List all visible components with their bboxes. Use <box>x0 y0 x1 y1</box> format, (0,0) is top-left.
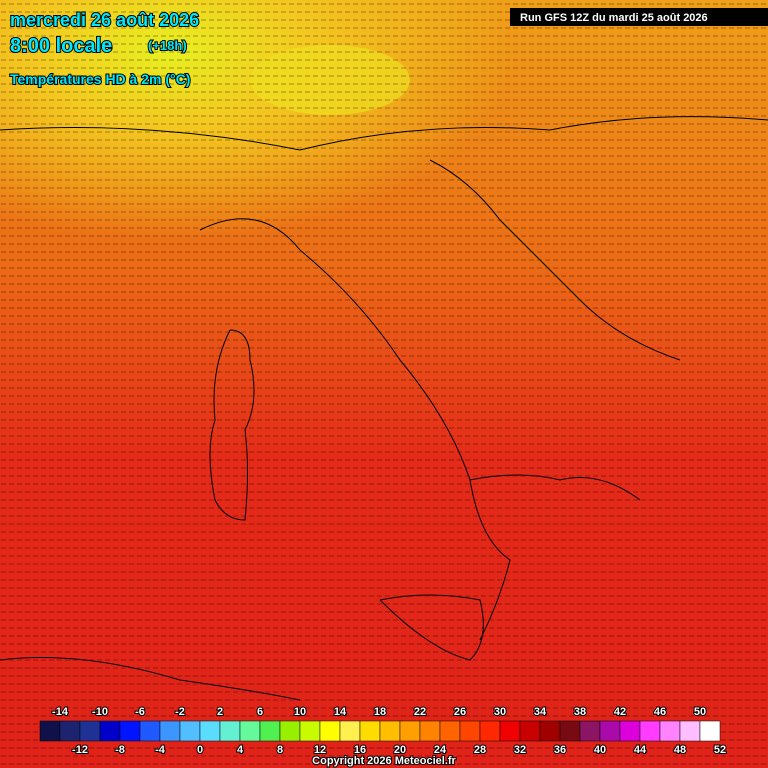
scale-box <box>439 720 461 742</box>
scale-box <box>539 720 561 742</box>
color-scale: -14 -10 -6 -2 2 6 10 14 18 22 26 30 34 38 42 46 50-12 -8-… <box>39 705 727 757</box>
scale-box <box>239 720 261 742</box>
field-name: Températures HD à 2m (°C) <box>10 71 190 87</box>
scale-box <box>599 720 621 742</box>
coastlines <box>0 116 768 701</box>
scale-box <box>219 720 241 742</box>
scale-label: -6 <box>135 706 145 718</box>
scale-box <box>619 720 641 742</box>
scale-label: 8 <box>277 744 283 756</box>
scale-label: 20 <box>394 744 406 756</box>
scale-label: 34 <box>534 706 547 718</box>
scale-label: 16 <box>354 744 366 756</box>
scale-box <box>259 720 281 742</box>
scale-box <box>139 720 161 742</box>
scale-box <box>319 720 341 742</box>
scale-label: 12 <box>314 744 326 756</box>
scale-box <box>339 720 361 742</box>
scale-box <box>499 720 521 742</box>
scale-box <box>359 720 381 742</box>
scale-label: 18 <box>374 706 386 718</box>
scale-label: 40 <box>594 744 606 756</box>
scale-label: 30 <box>494 706 506 718</box>
copyright: Copyright 2026 Meteociel.fr <box>312 755 456 767</box>
scale-label: 48 <box>674 744 686 756</box>
scale-label: 46 <box>654 706 666 718</box>
scale-box <box>699 720 721 742</box>
scale-box <box>639 720 661 742</box>
scale-label: 10 <box>294 706 306 718</box>
scale-label: 4 <box>237 744 244 756</box>
scale-box <box>79 720 101 742</box>
scale-label: 50 <box>694 706 706 718</box>
scale-box <box>579 720 601 742</box>
scale-box <box>419 720 441 742</box>
scale-box <box>679 720 701 742</box>
scale-box <box>199 720 221 742</box>
scale-label: 44 <box>634 744 647 756</box>
scale-label: -8 <box>115 744 125 756</box>
scale-box <box>519 720 541 742</box>
scale-box <box>39 720 61 742</box>
date: mercredi 26 août 2026 <box>10 10 199 30</box>
scale-box <box>179 720 201 742</box>
scale-box <box>659 720 681 742</box>
scale-box <box>559 720 581 742</box>
scale-box <box>99 720 121 742</box>
scale-label: -4 <box>155 744 166 756</box>
scale-label: 26 <box>454 706 466 718</box>
scale-label: 42 <box>614 706 626 718</box>
scale-label: 14 <box>334 706 347 718</box>
scale-label: 0 <box>197 744 203 756</box>
scale-box <box>299 720 321 742</box>
scale-label: -12 <box>72 744 88 756</box>
scale-box <box>279 720 301 742</box>
scale-label: -10 <box>92 706 108 718</box>
scale-box <box>479 720 501 742</box>
scale-box <box>59 720 81 742</box>
scale-label: 2 <box>217 706 223 718</box>
scale-box <box>119 720 141 742</box>
scale-box <box>399 720 421 742</box>
scale-label: -14 <box>52 706 69 718</box>
run-info: Run GFS 12Z du mardi 25 août 2026 <box>520 12 708 24</box>
offset: (+18h) <box>148 38 187 53</box>
scale-box <box>379 720 401 742</box>
scale-label: 22 <box>414 706 426 718</box>
scale-label: 38 <box>574 706 586 718</box>
scale-label: 36 <box>554 744 566 756</box>
scale-label: 6 <box>257 706 263 718</box>
scale-label: 52 <box>714 744 726 756</box>
scale-box <box>159 720 181 742</box>
time: 8:00 locale <box>10 35 112 57</box>
run-box <box>510 8 768 26</box>
scale-label: 24 <box>434 744 447 756</box>
scale-label: 32 <box>514 744 526 756</box>
scale-label: 28 <box>474 744 486 756</box>
scale-box <box>459 720 481 742</box>
scale-label: -2 <box>175 706 185 718</box>
